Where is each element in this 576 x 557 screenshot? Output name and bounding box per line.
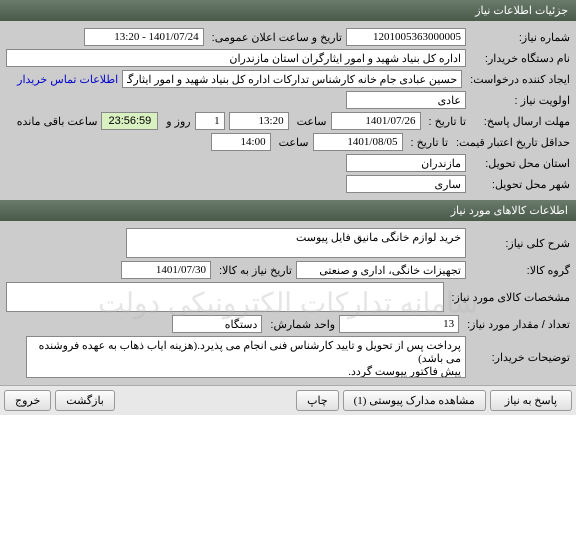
attachments-button[interactable]: مشاهده مدارک پیوستی (1) — [343, 390, 486, 411]
print-button[interactable]: چاپ — [296, 390, 339, 411]
buyer-org-field[interactable] — [6, 49, 466, 67]
spec-field[interactable] — [6, 282, 444, 312]
city-label: شهر محل تحویل: — [470, 178, 570, 191]
countdown-days-field — [195, 112, 225, 130]
need-date-field[interactable] — [121, 261, 211, 279]
requester-label: ایجاد کننده درخواست: — [466, 73, 570, 86]
price-validity-label: حداقل تاریخ اعتبار قیمت: — [452, 136, 570, 149]
priority-label: اولویت نیاز : — [470, 94, 570, 107]
deadline-label: مهلت ارسال پاسخ: — [470, 115, 570, 128]
price-time-field[interactable] — [211, 133, 271, 151]
back-button[interactable]: بازگشت — [55, 390, 115, 411]
qty-label: تعداد / مقدار مورد نیاز: — [463, 318, 570, 331]
deadline-time-field[interactable] — [229, 112, 289, 130]
need-number-label: شماره نیاز: — [470, 31, 570, 44]
desc-field[interactable] — [126, 228, 466, 258]
panel1-body: شماره نیاز: تاریخ و ساعت اعلان عمومی: نا… — [0, 21, 576, 200]
priority-field[interactable] — [346, 91, 466, 109]
unit-label: واحد شمارش: — [266, 318, 335, 331]
spec-label: مشخصات کالای مورد نیاز: — [448, 291, 570, 304]
panel1-header: جزئیات اطلاعات نیاز — [0, 0, 576, 21]
need-date-label: تاریخ نیاز به کالا: — [215, 264, 292, 277]
countdown-days-suffix: روز و — [162, 115, 190, 128]
announce-field[interactable] — [84, 28, 204, 46]
group-label: گروه کالا: — [470, 264, 570, 277]
time-label-1: ساعت — [293, 115, 327, 128]
reply-button[interactable]: پاسخ به نیاز — [490, 390, 572, 411]
button-bar: پاسخ به نیاز مشاهده مدارک پیوستی (1) چاپ… — [0, 385, 576, 415]
countdown-time-box: 23:56:59 — [101, 112, 158, 130]
announce-label: تاریخ و ساعت اعلان عمومی: — [208, 31, 342, 44]
desc-label: شرح کلی نیاز: — [470, 237, 570, 250]
requester-field[interactable] — [122, 70, 462, 88]
button-bar-spacer — [119, 390, 292, 411]
contact-buyer-link[interactable]: اطلاعات تماس خریدار — [17, 73, 118, 86]
exit-button[interactable]: خروج — [4, 390, 51, 411]
panel2-body: سامانه تدارکات الکترونیکی دولت شرح کلی ن… — [0, 221, 576, 385]
panel2-header: اطلاعات کالاهای مورد نیاز — [0, 200, 576, 221]
price-date-field[interactable] — [313, 133, 403, 151]
deadline-date-field[interactable] — [331, 112, 421, 130]
to-date-label-2: تا تاریخ : — [407, 136, 448, 149]
time-label-2: ساعت — [275, 136, 309, 149]
province-field[interactable] — [346, 154, 466, 172]
city-field[interactable] — [346, 175, 466, 193]
buyer-org-label: نام دستگاه خریدار: — [470, 52, 570, 65]
province-label: استان محل تحویل: — [470, 157, 570, 170]
group-field[interactable] — [296, 261, 466, 279]
buyer-note-field[interactable] — [26, 336, 466, 378]
countdown-suffix: ساعت باقی مانده — [13, 115, 98, 128]
buyer-note-label: توضیحات خریدار: — [470, 351, 570, 364]
qty-field[interactable] — [339, 315, 459, 333]
need-number-field[interactable] — [346, 28, 466, 46]
unit-field[interactable] — [172, 315, 262, 333]
to-date-label-1: تا تاریخ : — [425, 115, 466, 128]
